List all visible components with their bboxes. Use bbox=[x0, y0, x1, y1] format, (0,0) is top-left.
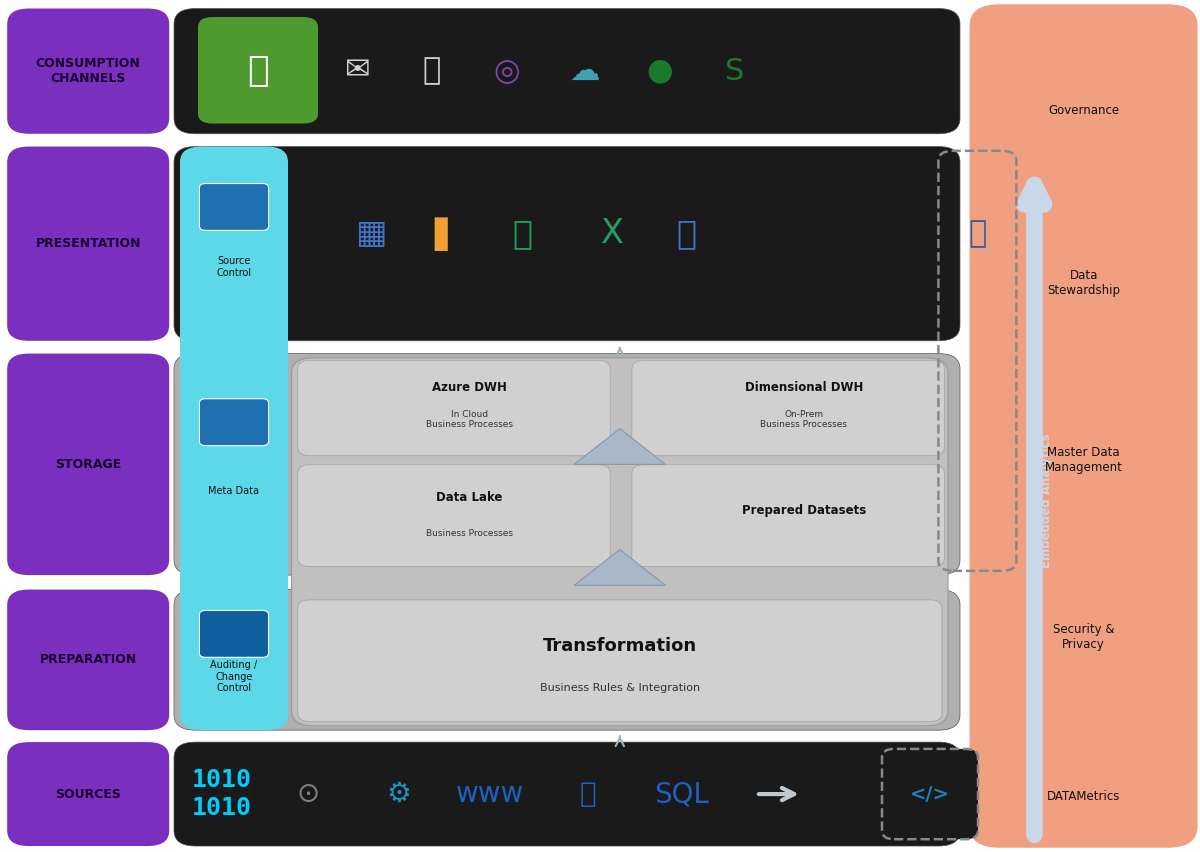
FancyBboxPatch shape bbox=[7, 147, 169, 341]
FancyBboxPatch shape bbox=[174, 9, 960, 134]
FancyBboxPatch shape bbox=[199, 399, 269, 446]
Text: X: X bbox=[600, 217, 624, 250]
FancyBboxPatch shape bbox=[298, 600, 942, 722]
Text: Master Data
Management: Master Data Management bbox=[1045, 446, 1122, 474]
Text: ▌: ▌ bbox=[434, 217, 461, 250]
Text: S: S bbox=[725, 56, 744, 86]
Text: PREPARATION: PREPARATION bbox=[40, 653, 137, 666]
Text: ☁: ☁ bbox=[569, 56, 600, 86]
FancyBboxPatch shape bbox=[199, 610, 269, 658]
Text: Meta Data: Meta Data bbox=[209, 486, 259, 496]
Text: Business Processes: Business Processes bbox=[426, 529, 514, 538]
Text: 📋: 📋 bbox=[580, 780, 596, 808]
Text: 🧪: 🧪 bbox=[968, 220, 986, 249]
Text: </>: </> bbox=[910, 785, 950, 803]
Text: On-Prem
Business Processes: On-Prem Business Processes bbox=[761, 410, 847, 429]
Text: 📈: 📈 bbox=[512, 217, 532, 250]
Text: Security &
Privacy: Security & Privacy bbox=[1052, 624, 1115, 651]
Text: Azure DWH: Azure DWH bbox=[432, 381, 508, 394]
FancyBboxPatch shape bbox=[298, 360, 611, 456]
Text: Transformation: Transformation bbox=[542, 637, 697, 655]
FancyBboxPatch shape bbox=[632, 464, 944, 567]
Text: In Cloud
Business Processes: In Cloud Business Processes bbox=[426, 410, 514, 429]
Text: ✉: ✉ bbox=[344, 56, 371, 86]
FancyBboxPatch shape bbox=[298, 464, 611, 567]
Text: Prepared Datasets: Prepared Datasets bbox=[742, 504, 866, 517]
FancyBboxPatch shape bbox=[970, 4, 1198, 848]
FancyBboxPatch shape bbox=[199, 183, 269, 230]
Polygon shape bbox=[575, 550, 666, 585]
Text: PRESENTATION: PRESENTATION bbox=[36, 237, 140, 250]
Text: Dimensional DWH: Dimensional DWH bbox=[744, 381, 863, 394]
FancyBboxPatch shape bbox=[174, 590, 960, 730]
Text: Data Lake: Data Lake bbox=[437, 491, 503, 504]
Text: STORAGE: STORAGE bbox=[55, 458, 121, 471]
FancyBboxPatch shape bbox=[292, 358, 948, 726]
FancyBboxPatch shape bbox=[632, 360, 944, 456]
Text: 🖥: 🖥 bbox=[422, 56, 442, 86]
FancyBboxPatch shape bbox=[174, 354, 960, 575]
FancyBboxPatch shape bbox=[198, 17, 318, 124]
Text: ⏱: ⏱ bbox=[247, 55, 269, 88]
FancyBboxPatch shape bbox=[882, 749, 978, 839]
FancyBboxPatch shape bbox=[174, 147, 960, 341]
Text: Source
Control: Source Control bbox=[216, 256, 252, 278]
Text: 1010
1010: 1010 1010 bbox=[192, 769, 252, 820]
Text: SOURCES: SOURCES bbox=[55, 787, 121, 801]
Text: Data
Stewardship: Data Stewardship bbox=[1048, 269, 1120, 296]
Text: ⊙: ⊙ bbox=[296, 780, 320, 808]
Text: www: www bbox=[456, 780, 523, 808]
Text: DATAMetrics: DATAMetrics bbox=[1046, 790, 1121, 803]
FancyBboxPatch shape bbox=[174, 742, 960, 846]
FancyBboxPatch shape bbox=[7, 590, 169, 730]
FancyBboxPatch shape bbox=[7, 9, 169, 134]
Text: CONSUMPTION
CHANNELS: CONSUMPTION CHANNELS bbox=[36, 57, 140, 85]
Text: Governance: Governance bbox=[1048, 104, 1120, 118]
Text: ▦: ▦ bbox=[356, 217, 388, 250]
Text: Auditing /
Change
Control: Auditing / Change Control bbox=[210, 660, 258, 694]
Polygon shape bbox=[575, 429, 666, 464]
FancyBboxPatch shape bbox=[7, 742, 169, 846]
Text: ◎: ◎ bbox=[493, 56, 520, 86]
Text: 📊: 📊 bbox=[677, 217, 696, 250]
FancyBboxPatch shape bbox=[7, 354, 169, 575]
FancyBboxPatch shape bbox=[180, 147, 288, 730]
Text: Embedded Analytics: Embedded Analytics bbox=[1040, 434, 1052, 567]
Text: SQL: SQL bbox=[654, 780, 709, 808]
Text: ●: ● bbox=[647, 56, 673, 86]
Text: Business Rules & Integration: Business Rules & Integration bbox=[540, 682, 700, 693]
Text: ⚙: ⚙ bbox=[386, 780, 410, 808]
